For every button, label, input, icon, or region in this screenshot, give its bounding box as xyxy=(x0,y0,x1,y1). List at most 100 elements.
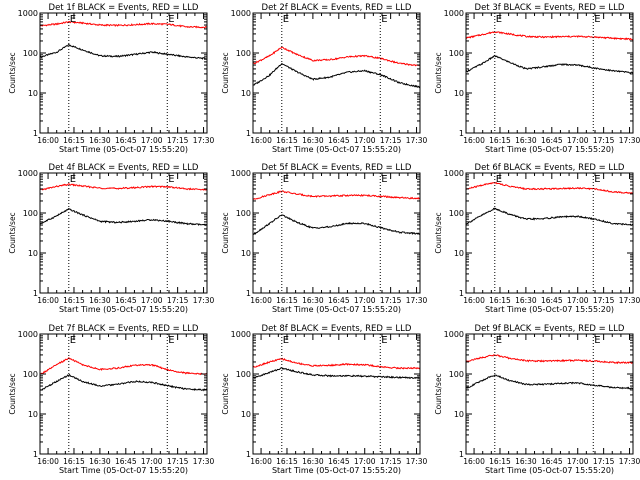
x-tick-label: 16:00 xyxy=(250,136,272,145)
y-tick-label: 1 xyxy=(33,450,38,459)
y-tick-label: 10 xyxy=(454,89,464,98)
y-axis-label: Counts/sec xyxy=(434,373,443,414)
x-tick-label: 16:00 xyxy=(37,457,59,466)
x-axis-label: Start Time (05-Oct-07 15:55:20) xyxy=(485,466,614,475)
x-tick-label: 16:30 xyxy=(302,296,324,305)
marker-label: E xyxy=(283,14,289,25)
series-line xyxy=(39,208,208,227)
plot-frame xyxy=(39,333,208,455)
y-axis-label: Counts/sec xyxy=(434,52,443,93)
panel-title: Det 3f BLACK = Events, RED = LLD xyxy=(475,3,625,13)
series-line xyxy=(465,354,634,365)
x-axis-label: Start Time (05-Oct-07 15:55:20) xyxy=(485,145,614,154)
marker-label: E xyxy=(168,14,174,25)
panel-title: Det 4f BLACK = Events, RED = LLD xyxy=(49,163,199,173)
marker-label: E xyxy=(70,335,76,346)
x-tick-label: 17:15 xyxy=(593,457,615,466)
x-tick-label: 16:30 xyxy=(302,457,324,466)
series-line xyxy=(39,373,208,392)
series-line xyxy=(465,207,634,226)
y-axis-label: Counts/sec xyxy=(8,373,17,414)
y-tick-label: 10 xyxy=(28,89,38,98)
x-axis-label: Start Time (05-Oct-07 15:55:20) xyxy=(59,145,188,154)
y-tick-label: 1 xyxy=(246,450,251,459)
y-tick-label: 1000 xyxy=(444,9,464,18)
y-tick-label: 1 xyxy=(246,129,251,138)
x-tick-label: 16:45 xyxy=(328,296,350,305)
plot-frame xyxy=(465,172,634,294)
x-tick-label: 17:00 xyxy=(354,136,376,145)
plot-frame xyxy=(252,172,421,294)
y-tick-label: 1000 xyxy=(444,330,464,339)
x-tick-label: 16:00 xyxy=(37,296,59,305)
x-tick-label: 17:30 xyxy=(193,136,215,145)
y-axis-label: Counts/sec xyxy=(221,212,230,253)
plot-frame xyxy=(39,172,208,294)
panel-title: Det 7f BLACK = Events, RED = LLD xyxy=(49,324,199,334)
y-tick-label: 100 xyxy=(236,209,251,218)
x-tick-label: 16:00 xyxy=(37,136,59,145)
x-tick-label: 17:00 xyxy=(354,296,376,305)
x-tick-label: 16:45 xyxy=(328,457,350,466)
y-axis-label: Counts/sec xyxy=(8,212,17,253)
x-tick-label: 17:15 xyxy=(380,296,402,305)
y-tick-label: 100 xyxy=(449,209,464,218)
y-tick-label: 1000 xyxy=(18,330,38,339)
x-tick-label: 16:15 xyxy=(489,457,511,466)
y-tick-label: 1 xyxy=(33,289,38,298)
x-tick-label: 17:30 xyxy=(406,136,428,145)
marker-label: E xyxy=(283,335,289,346)
y-tick-label: 1000 xyxy=(18,169,38,178)
series-line xyxy=(252,357,421,370)
y-tick-label: 100 xyxy=(449,370,464,379)
x-tick-label: 17:15 xyxy=(593,136,615,145)
series-line xyxy=(39,43,208,60)
x-tick-label: 16:15 xyxy=(63,457,85,466)
x-axis-label: Start Time (05-Oct-07 15:55:20) xyxy=(272,466,401,475)
plot-frame xyxy=(465,12,634,134)
y-tick-label: 100 xyxy=(236,49,251,58)
y-tick-label: 1000 xyxy=(231,9,251,18)
x-tick-label: 16:15 xyxy=(63,136,85,145)
x-tick-label: 17:00 xyxy=(141,457,163,466)
marker-label: E xyxy=(381,335,387,346)
x-tick-label: 17:00 xyxy=(567,296,589,305)
x-tick-label: 16:30 xyxy=(89,457,111,466)
y-tick-label: 100 xyxy=(449,49,464,58)
x-tick-label: 16:15 xyxy=(276,136,298,145)
x-tick-label: 16:30 xyxy=(89,296,111,305)
x-tick-label: 16:00 xyxy=(250,296,272,305)
y-tick-label: 10 xyxy=(454,410,464,419)
y-axis-label: Counts/sec xyxy=(8,52,17,93)
x-tick-label: 17:00 xyxy=(141,136,163,145)
y-tick-label: 10 xyxy=(454,249,464,258)
x-tick-label: 16:45 xyxy=(115,136,137,145)
x-tick-label: 16:00 xyxy=(463,457,485,466)
x-tick-label: 16:45 xyxy=(541,296,563,305)
y-tick-label: 100 xyxy=(23,209,38,218)
series-line xyxy=(252,366,421,380)
panel-title: Det 8f BLACK = Events, RED = LLD xyxy=(262,324,412,334)
y-tick-label: 1 xyxy=(246,289,251,298)
x-tick-label: 16:30 xyxy=(302,136,324,145)
y-tick-label: 1000 xyxy=(18,9,38,18)
x-tick-label: 16:45 xyxy=(328,136,350,145)
marker-label: E xyxy=(283,174,289,185)
plot-frame xyxy=(39,12,208,134)
x-tick-label: 17:15 xyxy=(167,136,189,145)
series-line xyxy=(39,356,208,376)
x-tick-label: 17:15 xyxy=(167,457,189,466)
series-line xyxy=(466,31,634,41)
marker-label: E xyxy=(496,174,502,185)
x-tick-label: 17:15 xyxy=(380,457,402,466)
y-tick-label: 1 xyxy=(459,289,464,298)
x-tick-label: 17:15 xyxy=(380,136,402,145)
x-tick-label: 17:00 xyxy=(567,457,589,466)
x-tick-label: 17:30 xyxy=(193,296,215,305)
y-tick-label: 1000 xyxy=(231,169,251,178)
